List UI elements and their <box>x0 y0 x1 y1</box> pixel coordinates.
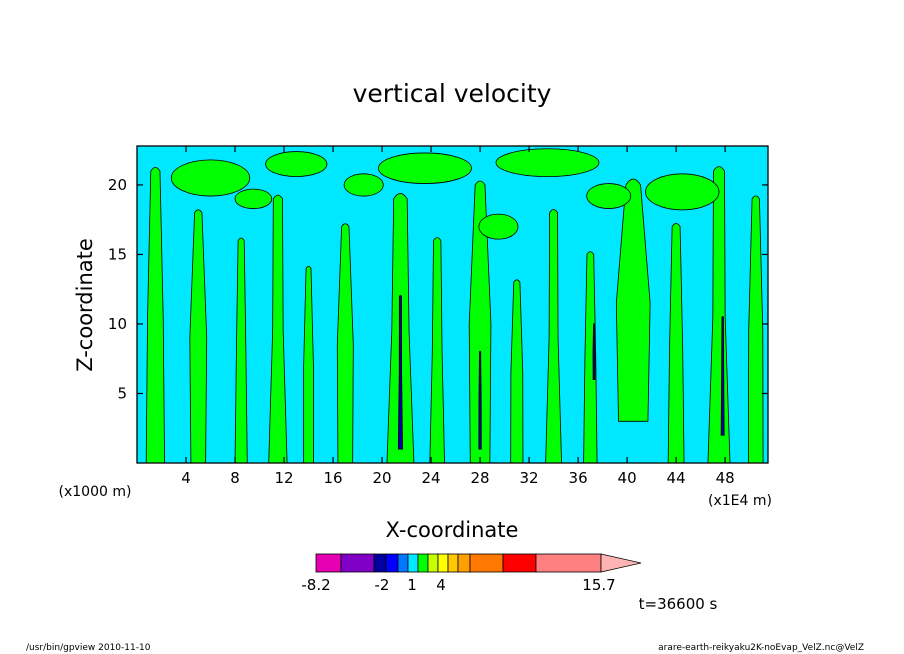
positive-band <box>429 237 445 463</box>
colorbar-segment <box>417 553 429 573</box>
x-axis-label: X-coordinate <box>386 518 519 542</box>
x-tick-label: 8 <box>230 469 240 487</box>
x-tick-label: 16 <box>323 469 342 487</box>
y-tick-label: 5 <box>117 384 127 402</box>
x-tick-label: 24 <box>422 469 441 487</box>
colorbar-segment <box>373 553 387 573</box>
colorbar-label: -2 <box>375 576 390 594</box>
chart-title: vertical velocity <box>353 79 552 108</box>
colorbar-segment <box>407 553 419 573</box>
positive-band <box>747 195 764 463</box>
colorbar-segment <box>457 553 471 573</box>
updraft-core <box>592 323 596 380</box>
colorbar-segment <box>315 553 342 573</box>
upper-patch <box>170 159 251 197</box>
colorbar-segment <box>535 553 602 573</box>
time-label: t=36600 s <box>639 595 718 613</box>
upper-patch <box>343 173 384 197</box>
x-unit-left: (x1000 m) <box>59 484 132 500</box>
x-tick-label: 40 <box>618 469 637 487</box>
x-tick-label: 4 <box>181 469 191 487</box>
positive-band <box>303 265 314 463</box>
positive-band <box>707 166 731 463</box>
x-unit-right: (x1E4 m) <box>708 493 772 509</box>
upper-patch <box>265 151 328 177</box>
x-tick-label: 12 <box>274 469 293 487</box>
colorbar-label: 4 <box>436 576 446 594</box>
colorbar-label: 1 <box>407 576 417 594</box>
x-tick-label: 36 <box>569 469 588 487</box>
positive-band <box>234 237 248 463</box>
upper-patch <box>645 173 720 211</box>
footer-right: arare-earth-reikyaku2K-noEvap_VelZ.nc@Ve… <box>658 643 864 653</box>
y-axis-label: Z-coordinate <box>73 238 97 372</box>
positive-band <box>468 180 492 463</box>
x-tick-label: 48 <box>716 469 735 487</box>
positive-band <box>545 209 562 463</box>
positive-band <box>336 223 354 463</box>
plot-area <box>137 146 768 463</box>
colorbar-segment <box>340 553 375 573</box>
upper-patch <box>586 183 632 209</box>
updraft-core <box>720 316 725 436</box>
x-tick-label: 28 <box>471 469 490 487</box>
colorbar-label: 15.7 <box>582 576 615 594</box>
colorbar <box>315 553 642 573</box>
colorbar-segment <box>397 553 409 573</box>
colorbar-segment <box>469 553 504 573</box>
positive-band <box>510 279 524 463</box>
x-tick-label: 20 <box>373 469 392 487</box>
colorbar-extension <box>600 553 642 573</box>
colorbar-label: -8.2 <box>301 576 330 594</box>
positive-band <box>583 251 598 463</box>
y-tick-label: 10 <box>108 315 127 333</box>
plot-frame <box>136 145 769 464</box>
colorbar-segment <box>502 553 537 573</box>
colorbar-segment <box>385 553 399 573</box>
positive-band <box>268 194 288 463</box>
positive-band <box>189 209 208 463</box>
footer-left: /usr/bin/gpview 2010-11-10 <box>26 643 151 653</box>
x-tick-label: 32 <box>520 469 539 487</box>
positive-band <box>615 178 651 422</box>
updraft-core <box>397 294 403 450</box>
y-tick-label: 20 <box>108 176 127 194</box>
positive-band <box>667 223 685 463</box>
upper-patch <box>478 213 519 240</box>
upper-patch <box>377 152 472 184</box>
upper-patch <box>495 148 600 177</box>
upper-patch <box>234 188 273 209</box>
y-tick-label: 15 <box>108 245 127 263</box>
positive-band <box>145 166 165 463</box>
x-tick-label: 44 <box>667 469 686 487</box>
colorbar-segment <box>427 553 439 573</box>
colorbar-segment <box>447 553 459 573</box>
updraft-core <box>478 350 482 450</box>
colorbar-segment <box>437 553 449 573</box>
